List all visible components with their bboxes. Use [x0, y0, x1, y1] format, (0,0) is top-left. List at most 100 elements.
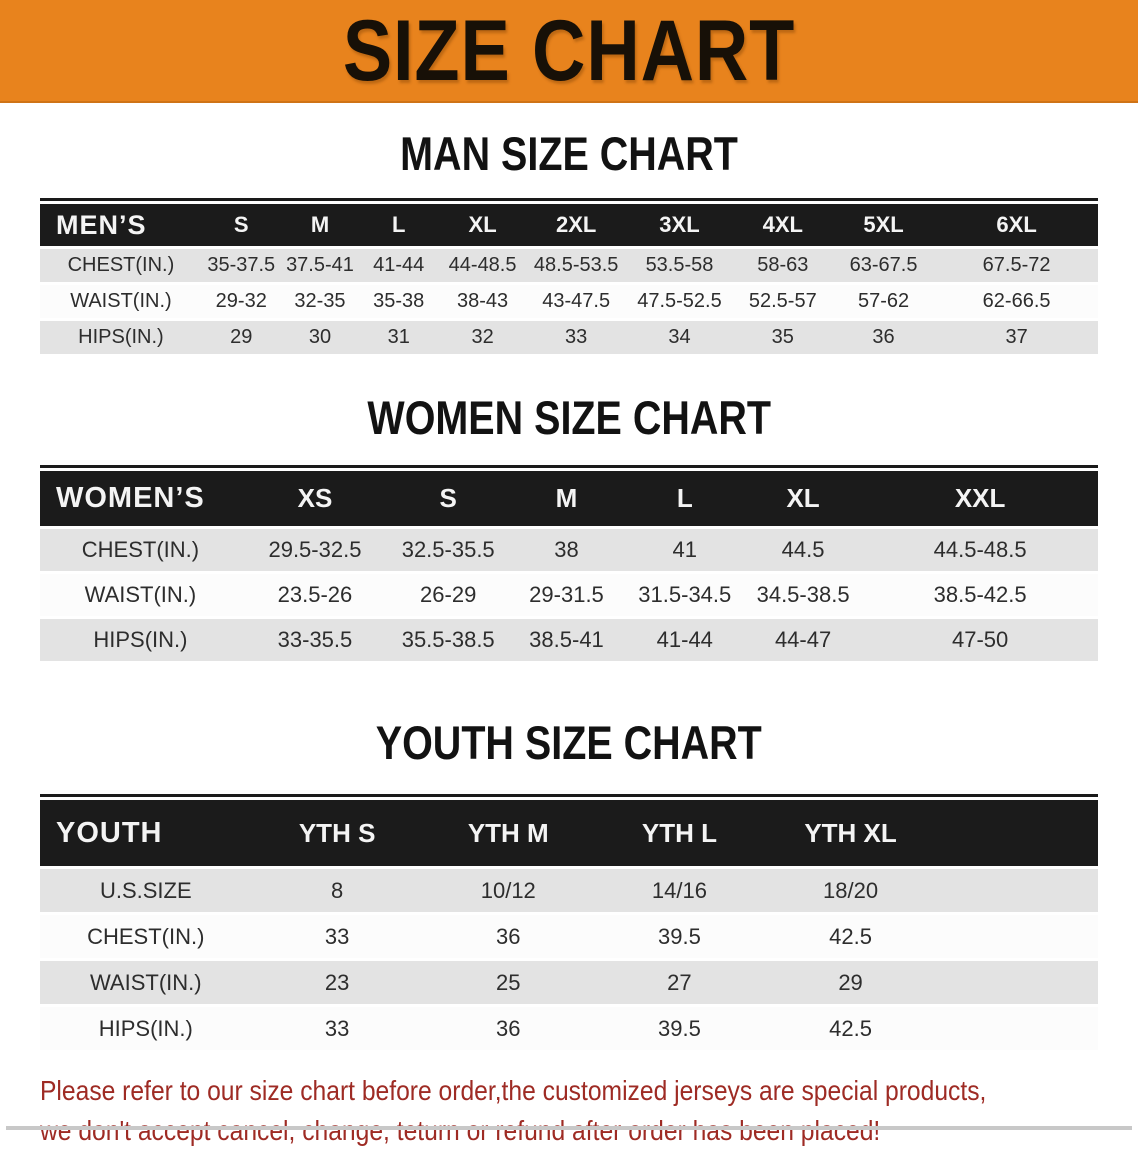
disclaimer-line-1: Please refer to our size chart before or…: [40, 1075, 987, 1106]
size-value: 35-38: [359, 285, 439, 318]
row-label: CHEST(IN.): [40, 915, 252, 958]
youth-size-table: YOUTH YTH S YTH M YTH L YTH XL U.S.SIZE 8 10/12…: [40, 794, 1098, 1053]
size-value: 30: [280, 321, 360, 354]
size-value: 44.5: [743, 529, 863, 571]
table-band-label: MEN’S: [40, 204, 202, 246]
size-column-header: S: [201, 204, 281, 246]
table-band-label: WOMEN’S: [40, 471, 241, 526]
disclaimer-text: Please refer to our size chart before or…: [40, 1071, 1138, 1151]
size-value: 63-67.5: [831, 249, 936, 282]
women-size-chart-heading-text: WOMEN SIZE CHART: [367, 391, 771, 444]
table-header-row: WOMEN’S XS S M L XL XXL: [40, 471, 1098, 526]
size-value: 38.5-41: [507, 619, 626, 661]
youth-size-chart-heading: YOUTH SIZE CHART: [0, 719, 1138, 766]
size-column-header: 6XL: [935, 204, 1098, 246]
size-value: 25: [422, 961, 594, 1004]
size-value: 67.5-72: [935, 249, 1098, 282]
row-label: HIPS(IN.): [40, 1007, 252, 1050]
size-value: 38: [507, 529, 626, 571]
women-size-chart-heading: WOMEN SIZE CHART: [0, 394, 1138, 441]
size-chart-banner: SIZE CHART: [0, 0, 1138, 103]
size-column-header: XL: [743, 471, 863, 526]
man-size-chart-heading-text: MAN SIZE CHART: [400, 127, 738, 180]
bottom-divider: [6, 1126, 1132, 1130]
table-row: CHEST(IN.) 29.5-32.5 32.5-35.5 38 41 44.5 44.5…: [40, 529, 1098, 571]
size-column-header: YTH XL: [764, 800, 937, 866]
size-column-header: XS: [240, 471, 390, 526]
table-row: CHEST(IN.) 33 36 39.5 42.5: [40, 915, 1098, 958]
size-column-header: 2XL: [527, 204, 626, 246]
size-value: 44.5-48.5: [862, 529, 1098, 571]
size-value: 42.5: [764, 915, 937, 958]
size-column-header: [936, 800, 1098, 866]
size-value: 23.5-26: [240, 574, 390, 616]
size-value: 31.5-34.5: [625, 574, 744, 616]
size-value: 33: [527, 321, 626, 354]
table-row: U.S.SIZE 8 10/12 14/16 18/20: [40, 869, 1098, 912]
size-value: 35.5-38.5: [389, 619, 508, 661]
row-label: CHEST(IN.): [40, 249, 202, 282]
size-value: 41: [625, 529, 744, 571]
womens-size-table: WOMEN’S XS S M L XL XXL CHEST(IN.) 29.5-32.5 32.5…: [40, 465, 1098, 664]
size-value: 58-63: [733, 249, 832, 282]
row-label: HIPS(IN.): [40, 619, 241, 661]
size-column-header: 4XL: [733, 204, 832, 246]
youth-size-chart-heading-text: YOUTH SIZE CHART: [375, 716, 763, 769]
table-row: WAIST(IN.) 29-32 32-35 35-38 38-43 43-47.5 47.…: [40, 285, 1098, 318]
size-value: 48.5-53.5: [527, 249, 626, 282]
size-value: 44-48.5: [438, 249, 528, 282]
size-value: 47.5-52.5: [625, 285, 734, 318]
size-value: 52.5-57: [733, 285, 832, 318]
size-value: 10/12: [422, 869, 594, 912]
table-row: HIPS(IN.) 33 36 39.5 42.5: [40, 1007, 1098, 1050]
size-value: 36: [422, 915, 594, 958]
table-band-label: YOUTH: [40, 800, 252, 866]
size-value: 33-35.5: [240, 619, 390, 661]
size-value: 37.5-41: [280, 249, 360, 282]
size-value: 35: [733, 321, 832, 354]
size-value: 27: [593, 961, 765, 1004]
size-column-header: L: [359, 204, 439, 246]
size-value: [936, 961, 1098, 1004]
table-row: WAIST(IN.) 23 25 27 29: [40, 961, 1098, 1004]
size-column-header: YTH M: [422, 800, 594, 866]
size-value: 14/16: [593, 869, 765, 912]
size-value: 42.5: [764, 1007, 937, 1050]
size-value: 41-44: [625, 619, 744, 661]
size-value: 32: [438, 321, 528, 354]
size-value: 35-37.5: [201, 249, 281, 282]
row-label: WAIST(IN.): [40, 285, 202, 318]
size-value: 23: [251, 961, 423, 1004]
size-value: 36: [831, 321, 936, 354]
size-column-header: M: [507, 471, 626, 526]
row-label: HIPS(IN.): [40, 321, 202, 354]
size-chart-title: SIZE CHART: [342, 2, 796, 99]
size-column-header: YTH S: [251, 800, 423, 866]
size-value: 8: [251, 869, 423, 912]
size-value: 44-47: [743, 619, 863, 661]
size-value: 38-43: [438, 285, 528, 318]
size-column-header: L: [625, 471, 744, 526]
row-label: CHEST(IN.): [40, 529, 241, 571]
table-row: HIPS(IN.) 33-35.5 35.5-38.5 38.5-41 41-44 44-…: [40, 619, 1098, 661]
man-size-chart-heading: MAN SIZE CHART: [0, 130, 1138, 177]
row-label: WAIST(IN.): [40, 574, 241, 616]
table-row: HIPS(IN.) 29 30 31 32 33 34 35 36 37: [40, 321, 1098, 354]
size-value: 33: [251, 915, 423, 958]
size-value: 37: [935, 321, 1098, 354]
size-value: 29-31.5: [507, 574, 626, 616]
row-label: WAIST(IN.): [40, 961, 252, 1004]
size-column-header: S: [389, 471, 508, 526]
size-value: 62-66.5: [935, 285, 1098, 318]
size-value: 29.5-32.5: [240, 529, 390, 571]
size-value: [936, 915, 1098, 958]
size-column-header: YTH L: [593, 800, 765, 866]
size-column-header: XL: [438, 204, 528, 246]
size-value: 38.5-42.5: [862, 574, 1098, 616]
table-row: CHEST(IN.) 35-37.5 37.5-41 41-44 44-48.5 48.5…: [40, 249, 1098, 282]
size-value: [936, 869, 1098, 912]
table-header-row: MEN’S S M L XL 2XL 3XL 4XL 5XL 6XL: [40, 204, 1098, 246]
size-value: [936, 1007, 1098, 1050]
size-value: 34: [625, 321, 734, 354]
size-value: 34.5-38.5: [743, 574, 863, 616]
